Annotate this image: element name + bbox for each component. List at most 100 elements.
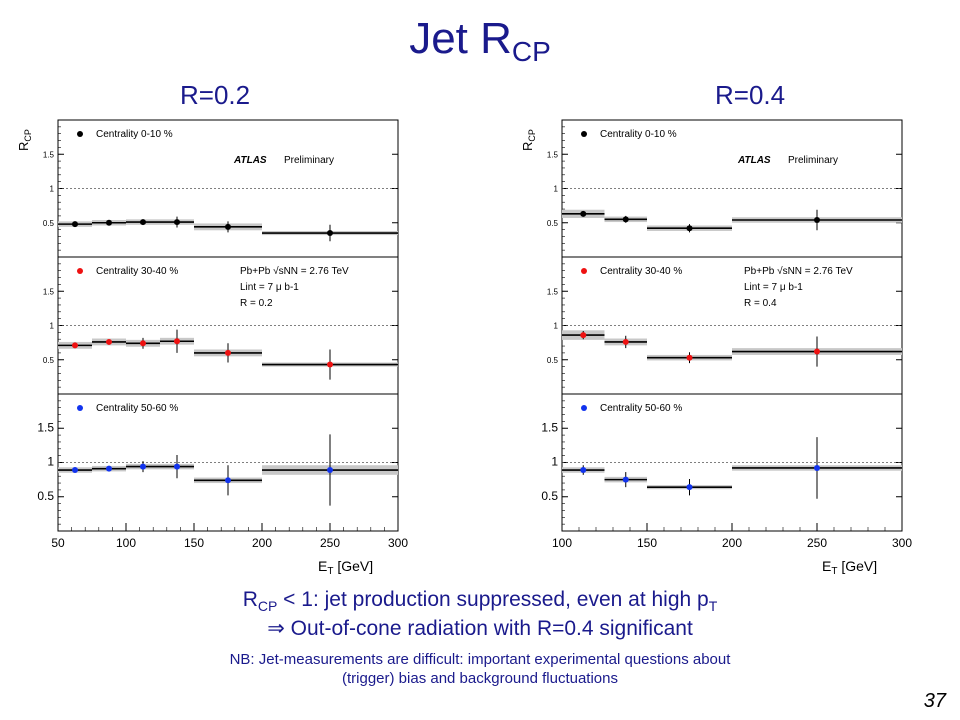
x-tick-label: 250 <box>807 536 827 550</box>
legend-entry: Centrality 30-40 % <box>96 266 178 277</box>
info-text: Pb+Pb √sNN = 2.76 TeV <box>240 265 349 277</box>
data-point <box>174 219 180 226</box>
y-tick-label: 1 <box>554 185 559 194</box>
y-tick-label: 1.5 <box>43 287 55 296</box>
caption-rcp: R <box>242 588 258 611</box>
rcp-chart-r02: RCP 0.5 1 1.5 Centrality 0-10 % ATLAS Prelimin… <box>16 119 408 577</box>
data-point <box>814 464 820 471</box>
data-point <box>814 217 820 224</box>
x-axis-title: ET [GeV] <box>318 558 373 577</box>
x-tick-label: 300 <box>388 536 408 550</box>
y-tick-label: 1 <box>551 455 558 469</box>
legend-marker <box>77 268 83 274</box>
data-point <box>327 361 333 368</box>
slide-title-main: Jet R <box>409 14 512 63</box>
right-plot-label: R=0.4 <box>715 80 786 110</box>
y-tick-label: 1.5 <box>547 150 559 159</box>
data-point <box>140 463 146 470</box>
data-point <box>225 349 231 356</box>
legend-marker <box>77 131 83 137</box>
legend-marker <box>581 405 587 411</box>
info-text: Lint = 7 μ b-1 <box>744 282 803 293</box>
y-tick-label: 1.5 <box>37 420 54 434</box>
caption-line-2: ⇒ Out-of-cone radiation with R=0.4 signi… <box>267 617 693 640</box>
y-tick-label: 0.5 <box>43 356 55 365</box>
left-plot-label: R=0.2 <box>180 80 251 110</box>
legend-marker <box>581 131 587 137</box>
x-tick-label: 200 <box>722 536 742 550</box>
data-point <box>72 467 78 474</box>
data-point <box>580 332 587 339</box>
atlas-label: ATLAS <box>233 155 267 166</box>
y-tick-label: 1.5 <box>541 420 558 434</box>
x-tick-label: 100 <box>116 536 136 550</box>
data-point <box>106 219 112 226</box>
data-point <box>225 477 231 484</box>
x-tick-label: 50 <box>51 536 65 550</box>
note-text: NB: Jet-measurements are difficult: impo… <box>0 650 960 688</box>
info-text: R = 0.2 <box>240 298 273 309</box>
legend-marker <box>581 268 587 274</box>
data-point <box>140 219 146 226</box>
y-tick-label: 0.5 <box>43 219 55 228</box>
x-tick-label: 300 <box>892 536 912 550</box>
y-tick-label: 1 <box>50 185 55 194</box>
x-tick-label: 150 <box>637 536 657 550</box>
data-point <box>686 354 693 361</box>
legend-entry: Centrality 50-60 % <box>96 403 178 414</box>
data-point <box>106 465 112 472</box>
y-axis-title: RCP <box>16 129 33 151</box>
x-tick-label: 200 <box>252 536 272 550</box>
data-point <box>72 342 78 349</box>
caption-line-1: RCP < 1: jet production suppressed, even… <box>0 588 960 614</box>
legend-entry: Centrality 50-60 % <box>600 403 682 414</box>
y-tick-label: 0.5 <box>37 489 54 503</box>
info-text: Pb+Pb √sNN = 2.76 TeV <box>744 265 853 277</box>
note-line-2: (trigger) bias and background fluctuatio… <box>342 670 618 687</box>
data-point <box>72 221 78 228</box>
y-tick-label: 1 <box>554 322 559 331</box>
atlas-label: ATLAS <box>737 155 771 166</box>
legend-entry: Centrality 0-10 % <box>96 129 173 140</box>
caption-pt-sub: T <box>708 598 718 615</box>
note-line-1: NB: Jet-measurements are difficult: impo… <box>229 651 731 668</box>
info-text: Lint = 7 μ b-1 <box>240 282 299 293</box>
y-tick-label: 1 <box>50 322 55 331</box>
data-point <box>622 216 629 223</box>
data-point <box>686 225 693 232</box>
preliminary-label: Preliminary <box>788 155 838 166</box>
y-tick-label: 1.5 <box>43 150 55 159</box>
info-text: R = 0.4 <box>744 298 777 309</box>
data-point <box>686 484 693 491</box>
x-tick-label: 250 <box>320 536 340 550</box>
legend-entry: Centrality 0-10 % <box>600 129 677 140</box>
data-point <box>622 476 629 483</box>
data-point <box>225 223 231 230</box>
data-point <box>174 463 180 470</box>
y-tick-label: 1 <box>47 455 54 469</box>
legend-entry: Centrality 30-40 % <box>600 266 682 277</box>
data-point <box>580 210 587 217</box>
data-point <box>327 467 333 474</box>
y-tick-label: 1.5 <box>547 287 559 296</box>
y-tick-label: 0.5 <box>541 489 558 503</box>
y-axis-title: RCP <box>520 129 537 151</box>
data-point <box>106 338 112 345</box>
rcp-chart-r04: RCP 0.5 1 1.5 Centrality 0-10 % ATLAS Prelimin… <box>520 119 912 577</box>
data-point <box>622 338 629 345</box>
slide-title-sub: CP <box>511 36 551 67</box>
x-tick-label: 150 <box>184 536 204 550</box>
legend-marker <box>77 405 83 411</box>
y-tick-label: 0.5 <box>547 219 559 228</box>
preliminary-label: Preliminary <box>284 155 334 166</box>
page-number: 37 <box>923 690 946 712</box>
data-point <box>140 340 146 347</box>
caption-rcp-sub: CP <box>257 598 278 615</box>
caption-text: < 1: jet production suppressed, even at … <box>277 588 709 611</box>
x-axis-title: ET [GeV] <box>822 558 877 577</box>
data-point <box>814 348 820 355</box>
data-point <box>580 467 587 474</box>
data-point <box>174 338 180 345</box>
x-tick-label: 100 <box>552 536 572 550</box>
y-tick-label: 0.5 <box>547 356 559 365</box>
